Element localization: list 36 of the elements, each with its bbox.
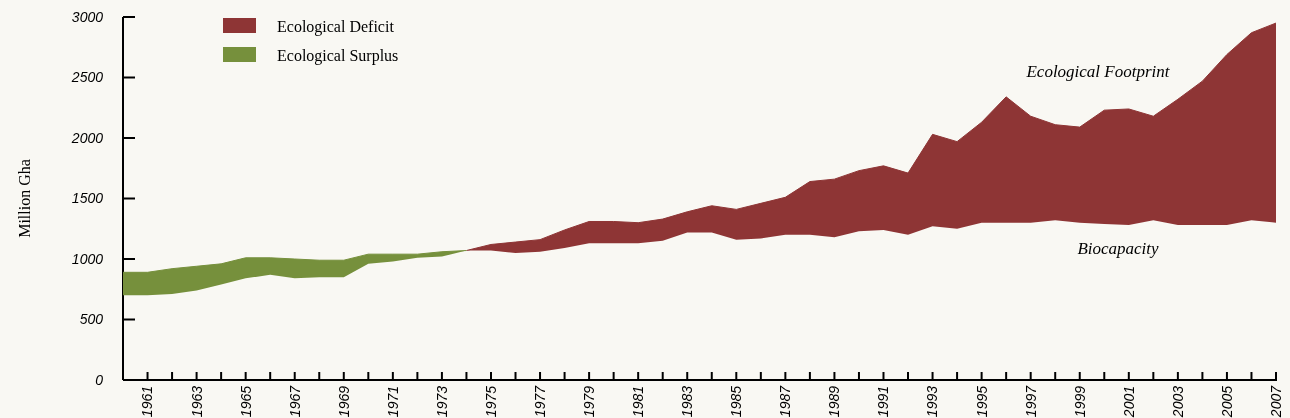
x-tick-label: 1967 (286, 384, 303, 418)
x-tick-label: 1991 (875, 386, 892, 418)
x-tick-label: 1975 (482, 385, 499, 418)
x-tick-label: 2005 (1218, 385, 1235, 418)
legend-label: Ecological Deficit (277, 17, 395, 36)
x-tick-label: 2001 (1120, 386, 1137, 418)
y-tick-label: 1000 (71, 250, 104, 267)
x-tick-label: 1965 (237, 385, 254, 418)
x-tick-label: 1985 (728, 385, 745, 418)
x-tick-label: 1999 (1071, 385, 1088, 418)
x-tick-label: 1981 (630, 386, 647, 418)
x-tick-label: 2007 (1267, 384, 1284, 418)
legend-label: Ecological Surplus (277, 46, 399, 65)
x-tick-label: 1989 (826, 385, 843, 418)
y-tick-label: 2000 (70, 129, 104, 146)
x-tick-label: 1973 (433, 385, 450, 418)
x-tick-label: 1983 (679, 385, 696, 418)
annotation: Ecological Footprint (1025, 62, 1171, 81)
x-tick-label: 1993 (924, 385, 941, 418)
y-tick-label: 3000 (71, 8, 104, 25)
x-tick-label: 1979 (581, 385, 598, 418)
x-tick-label: 1997 (1022, 384, 1039, 418)
x-tick-label: 1963 (188, 385, 205, 418)
y-tick-label: 500 (79, 311, 104, 328)
x-tick-label: 1977 (531, 384, 548, 418)
x-tick-label: 1995 (973, 385, 990, 418)
y-tick-label: 2500 (70, 69, 104, 86)
annotation: Biocapacity (1077, 239, 1160, 258)
x-tick-label: 1961 (139, 386, 156, 418)
x-tick-label: 1987 (777, 384, 794, 418)
x-tick-label: 1969 (335, 385, 352, 418)
y-tick-label: 0 (95, 371, 104, 388)
y-tick-label: 1500 (71, 190, 104, 207)
y-axis-title: Million Gha (16, 159, 33, 238)
x-tick-label: 1971 (384, 386, 401, 418)
x-tick-label: 2003 (1169, 385, 1186, 418)
